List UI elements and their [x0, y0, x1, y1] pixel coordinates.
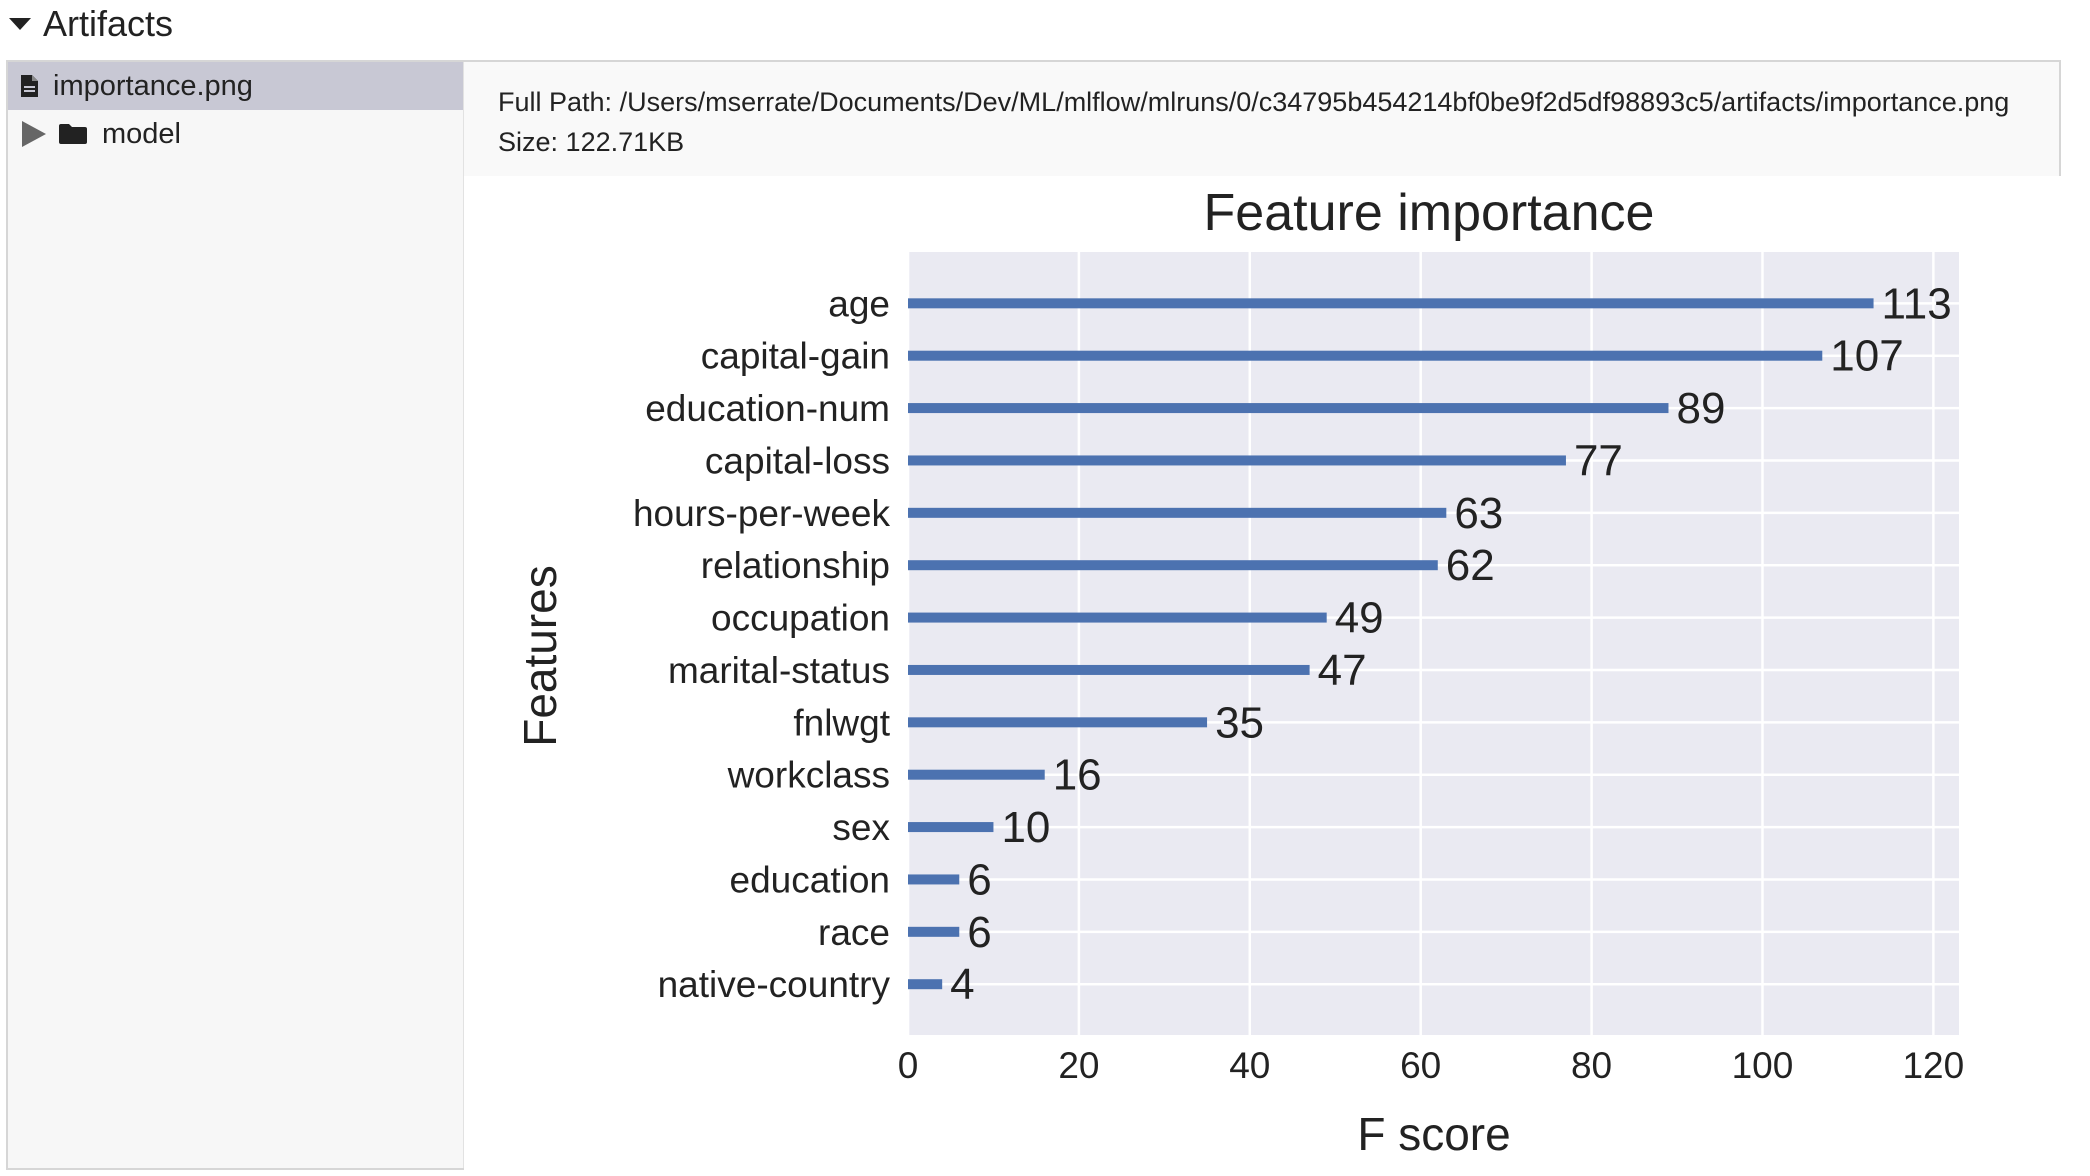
y-tick-label: race [818, 912, 890, 953]
bar [908, 507, 1447, 518]
size-row: Size: 122.71KB [498, 122, 2009, 162]
bar-value-label: 4 [950, 960, 974, 1009]
tree-item-label: importance.png [53, 69, 253, 102]
bar [908, 560, 1438, 571]
bar-value-label: 107 [1830, 332, 1903, 381]
artifact-tree: importance.png model [8, 62, 464, 1168]
y-tick-label: fnlwgt [793, 702, 890, 743]
y-tick-label: capital-loss [705, 440, 890, 481]
bar [908, 612, 1327, 623]
x-tick-label: 120 [1902, 1045, 1964, 1086]
y-axis-label: Features [514, 565, 566, 747]
x-axis-label: F score [1357, 1108, 1510, 1160]
bar-value-label: 113 [1882, 279, 1952, 328]
artifact-preview: Full Path: /Users/mserrate/Documents/Dev… [464, 62, 2061, 1176]
full-path-row: Full Path: /Users/mserrate/Documents/Dev… [498, 82, 2009, 122]
plot-area [908, 252, 1959, 1035]
expand-arrow-icon[interactable] [22, 121, 46, 147]
bars [908, 298, 1874, 990]
x-tick-label: 100 [1732, 1045, 1794, 1086]
tree-item-importance-png[interactable]: importance.png [8, 62, 463, 110]
x-tick-label: 60 [1400, 1045, 1441, 1086]
bar-value-label: 6 [967, 908, 991, 957]
y-tick-label: age [828, 283, 890, 324]
bar-value-label: 89 [1676, 384, 1725, 433]
y-tick-label: relationship [701, 545, 890, 586]
bar [908, 717, 1208, 728]
y-tick-label: education-num [645, 388, 890, 429]
artifacts-section-header[interactable]: Artifacts [0, 0, 2090, 48]
full-path-label: Full Path: [498, 87, 613, 117]
x-tick-label: 80 [1571, 1045, 1612, 1086]
bar [908, 403, 1669, 414]
bar-value-label: 16 [1053, 751, 1102, 800]
bar [908, 874, 960, 885]
bar [908, 979, 943, 990]
y-tick-label: workclass [727, 755, 890, 796]
size-label: Size: [498, 127, 559, 157]
bar [908, 769, 1045, 780]
full-path-value: /Users/mserrate/Documents/Dev/ML/mlflow/… [619, 87, 2010, 117]
folder-icon [58, 123, 88, 145]
bar-value-label: 63 [1454, 489, 1503, 538]
bar [908, 350, 1823, 361]
tree-item-label: model [102, 117, 181, 150]
artifact-meta: Full Path: /Users/mserrate/Documents/Dev… [498, 82, 2009, 162]
size-value: 122.71KB [565, 127, 685, 157]
bar-value-label: 47 [1318, 646, 1367, 695]
y-tick-label: occupation [711, 598, 890, 639]
bar-value-label: 49 [1335, 594, 1384, 643]
y-tick-labels: age capital-gain education-num capital-loss… [633, 283, 891, 1005]
x-tick-label: 40 [1229, 1045, 1270, 1086]
y-tick-label: sex [832, 807, 890, 848]
bar-value-label: 77 [1574, 436, 1623, 485]
y-tick-label: hours-per-week [633, 493, 891, 534]
bar-value-label: 6 [967, 855, 991, 904]
y-tick-label: marital-status [668, 650, 890, 691]
chart-title: Feature importance [1204, 184, 1655, 242]
y-tick-label: native-country [658, 964, 891, 1005]
bar-value-label: 35 [1215, 698, 1264, 747]
x-tick-labels: 0 20 40 60 80 100 120 [898, 1045, 1965, 1086]
bar [908, 822, 994, 833]
image-preview: Feature importance 113 107 89 77 63 62 49 47 35 1… [464, 176, 2061, 1176]
bar [908, 664, 1310, 675]
caret-down-icon[interactable] [9, 18, 31, 30]
file-icon [20, 74, 39, 98]
bar [908, 298, 1874, 309]
bar [908, 926, 960, 937]
y-tick-label: education [730, 859, 890, 900]
artifacts-panel: importance.png model Full Path: /Users/m… [6, 60, 2061, 1176]
section-title: Artifacts [43, 3, 174, 44]
x-tick-label: 20 [1058, 1045, 1099, 1086]
y-tick-label: capital-gain [701, 336, 890, 377]
bar-value-label: 62 [1446, 541, 1495, 590]
x-tick-label: 0 [898, 1045, 919, 1086]
bar-value-label: 10 [1001, 803, 1050, 852]
bar [908, 455, 1566, 466]
tree-item-model[interactable]: model [8, 110, 463, 158]
